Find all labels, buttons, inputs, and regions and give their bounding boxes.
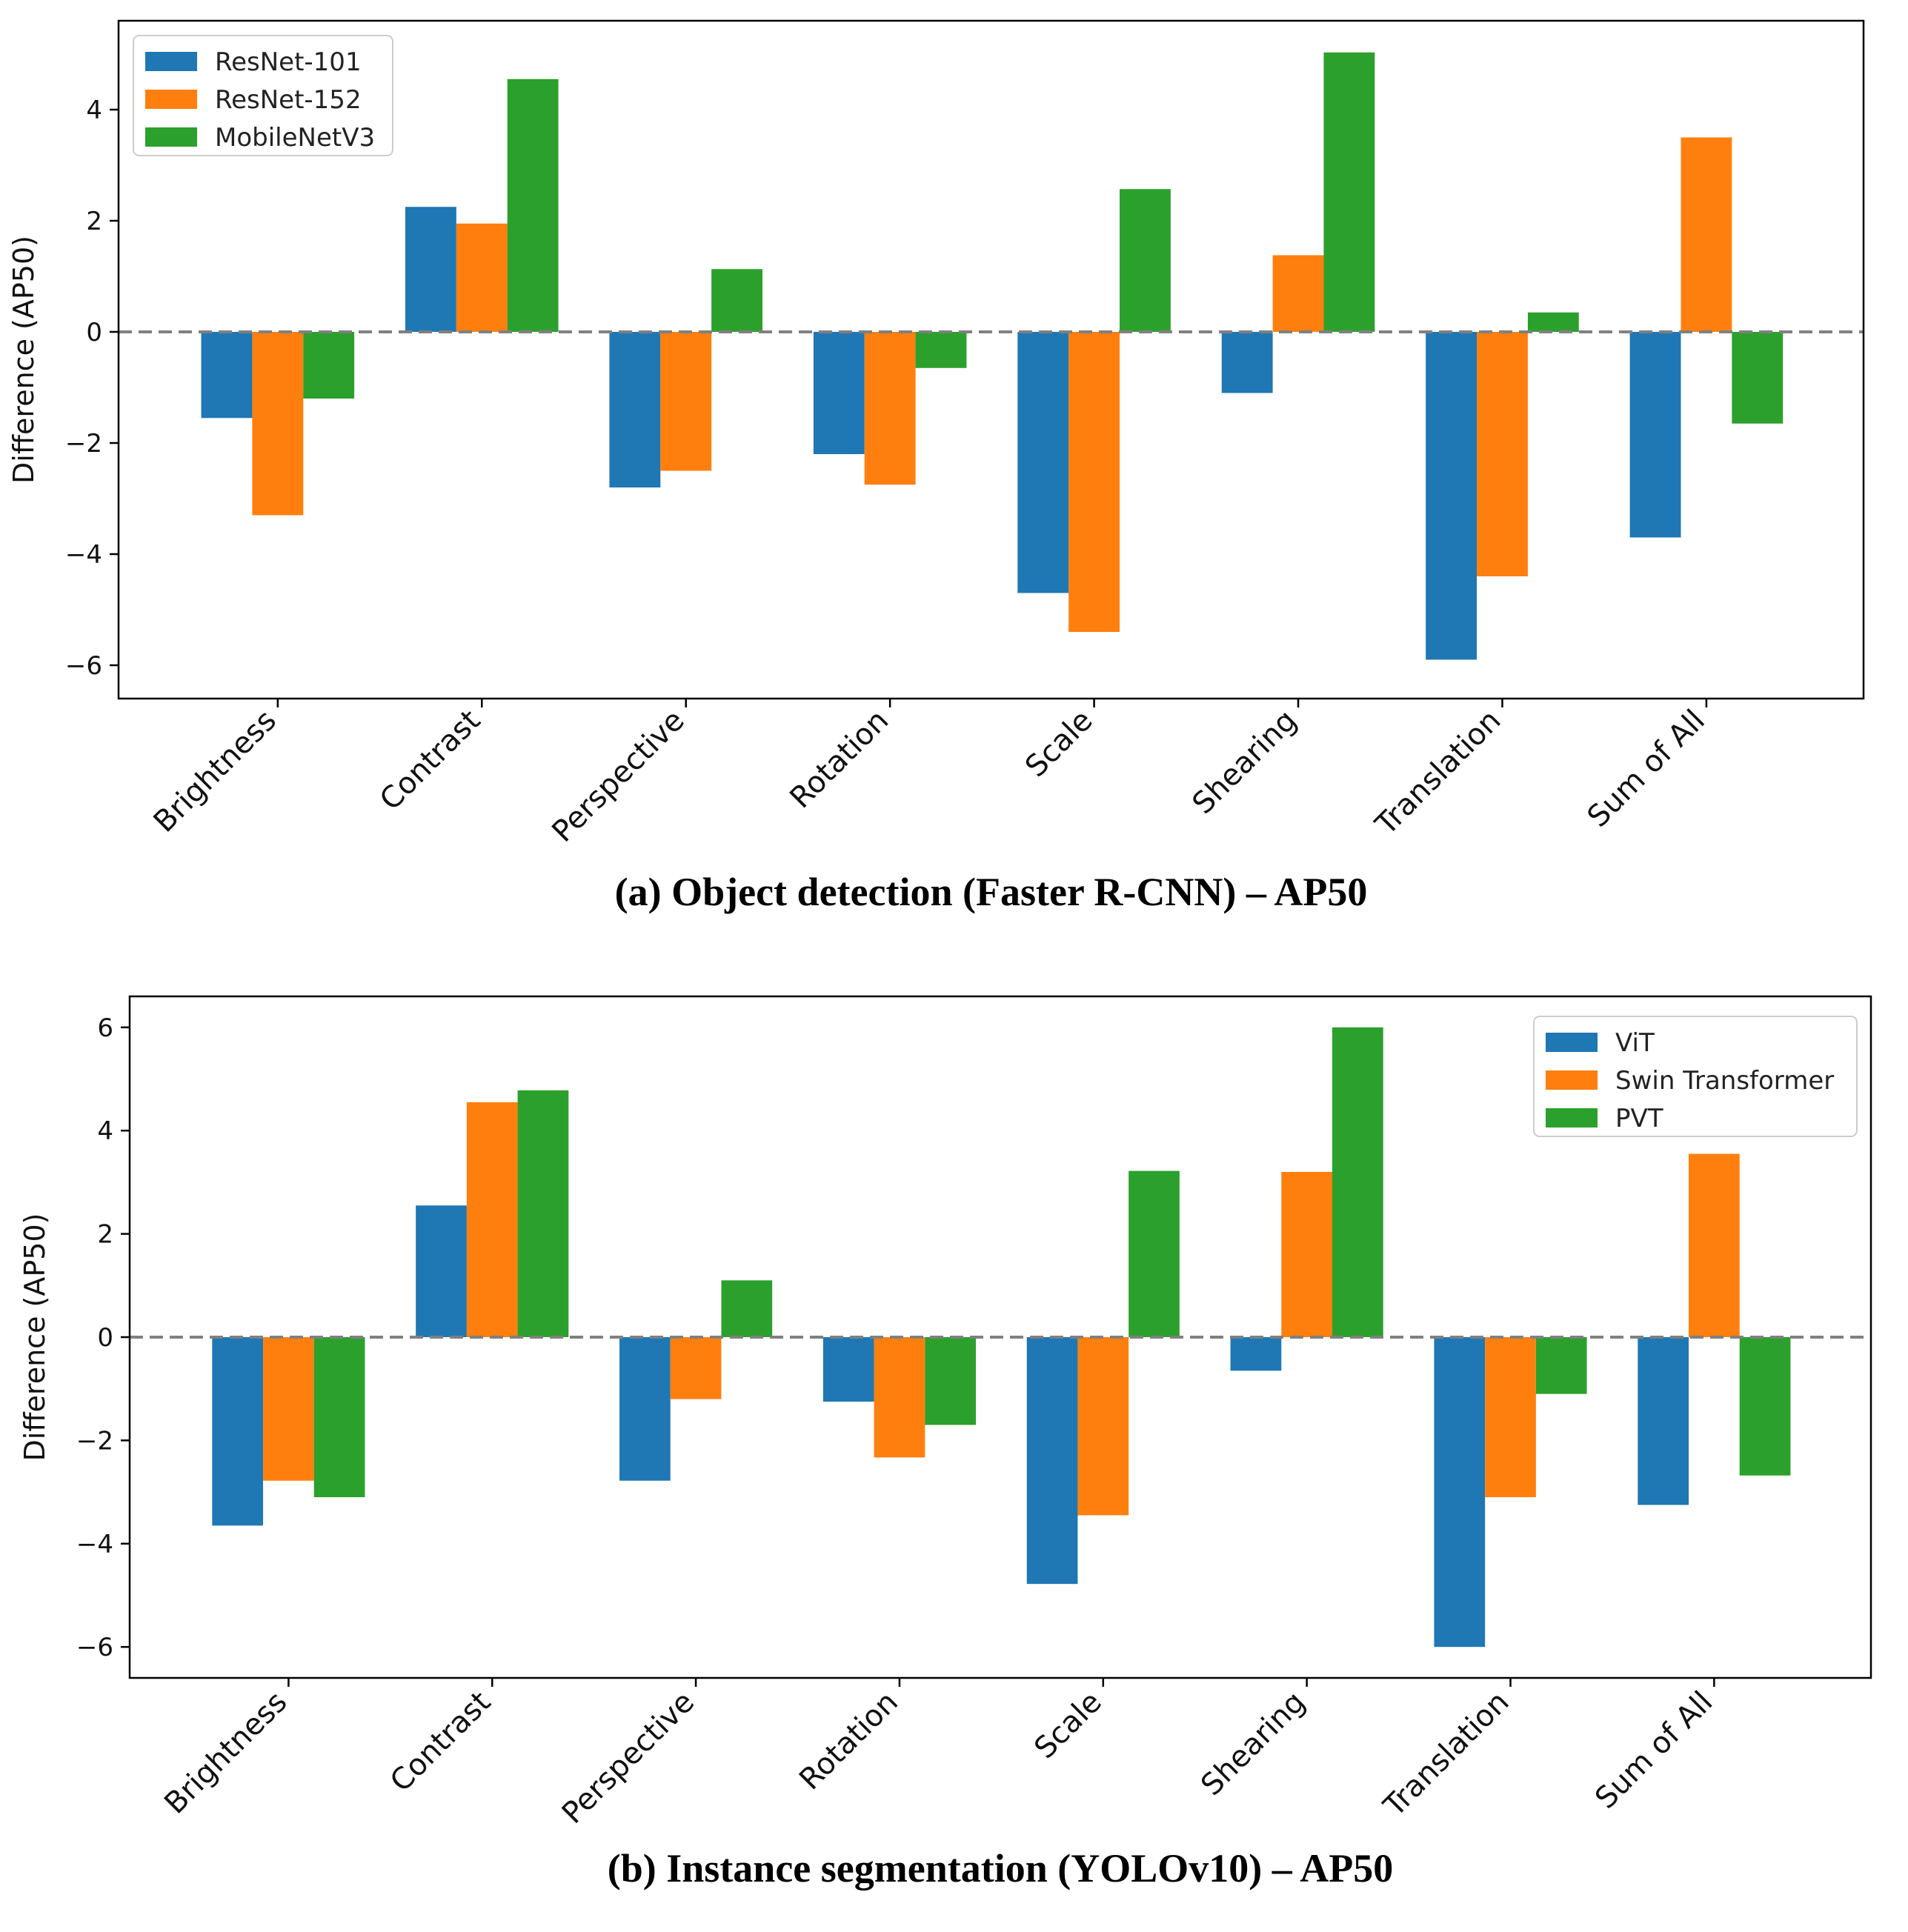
bar-mobilenetv3-translation <box>1527 312 1579 332</box>
x-tick-label: Translation <box>1369 704 1507 842</box>
x-tick-label: Scale <box>1019 704 1100 785</box>
panel-instance-segmentation: −6 −4 −2 0 2 4 6 Brightness Contrast Perspective R… <box>19 995 1872 1891</box>
bar-resnet-101-rotation <box>813 332 865 454</box>
legend-swatch <box>1546 1108 1598 1127</box>
legend-swatch <box>1546 1033 1598 1052</box>
bar-pvt-rotation <box>925 1337 977 1425</box>
bar-pvt-sum-of-all <box>1739 1337 1791 1476</box>
x-tick-label: Sum of All <box>1581 704 1712 834</box>
legend-label: MobileNetV3 <box>215 123 375 153</box>
bar-pvt-perspective <box>721 1280 773 1337</box>
x-tick-label: Rotation <box>783 704 895 816</box>
bar-swin-transformer-shearing <box>1281 1171 1333 1337</box>
bar-vit-rotation <box>822 1337 874 1402</box>
x-tick-label: Contrast <box>373 704 487 817</box>
bar-pvt-contrast <box>517 1090 569 1337</box>
bar-swin-transformer-scale <box>1077 1337 1129 1516</box>
legend-label: ViT <box>1615 1028 1655 1058</box>
y-tick-label: −2 <box>76 1426 113 1456</box>
bar-resnet-152-brightness <box>252 332 304 516</box>
x-tick-label: Rotation <box>793 1685 905 1797</box>
bar-resnet-152-contrast <box>456 223 508 332</box>
bar-resnet-101-contrast <box>405 207 456 332</box>
bar-mobilenetv3-rotation <box>915 332 967 368</box>
legend-swatch <box>145 127 197 147</box>
x-tick-label: Contrast <box>384 1685 497 1799</box>
bar-pvt-scale <box>1128 1170 1180 1337</box>
legend-swatch <box>1546 1070 1598 1090</box>
legend-label: ResNet-101 <box>215 47 362 77</box>
y-tick-label: 4 <box>97 1116 113 1146</box>
y-tick-label: 2 <box>97 1220 113 1250</box>
bar-resnet-152-perspective <box>660 332 712 471</box>
y-tick-label: 4 <box>86 96 102 125</box>
bar-vit-brightness <box>212 1337 264 1526</box>
bar-resnet-101-sum-of-all <box>1629 332 1681 538</box>
y-tick-label: 0 <box>86 318 102 347</box>
x-tick-label: Brightness <box>158 1685 293 1821</box>
y-tick-label: −6 <box>76 1633 113 1662</box>
legend-swatch <box>145 90 197 109</box>
legend-label: ResNet-152 <box>215 85 362 115</box>
x-tick-label: Perspective <box>545 704 691 849</box>
x-tick-label: Shearing <box>1186 704 1304 822</box>
panel-caption: (b) Instance segmentation (YOLOv10) – AP… <box>608 1846 1393 1891</box>
bar-resnet-152-sum-of-all <box>1681 137 1732 332</box>
bar-vit-sum-of-all <box>1638 1337 1689 1505</box>
y-tick-label: 0 <box>97 1323 113 1353</box>
bar-resnet-101-shearing <box>1221 332 1273 393</box>
bar-mobilenetv3-brightness <box>303 332 355 399</box>
bar-resnet-152-rotation <box>864 332 916 485</box>
x-tick-label: Translation <box>1377 1685 1515 1824</box>
bar-mobilenetv3-scale <box>1120 189 1171 332</box>
x-tick-label: Brightness <box>147 704 283 839</box>
y-tick-label: −6 <box>65 651 102 681</box>
legend-box <box>1533 1016 1858 1137</box>
panel-caption: (a) Object detection (Faster R-CNN) – AP… <box>615 870 1368 914</box>
bar-swin-transformer-perspective <box>670 1337 722 1399</box>
y-tick-label: −4 <box>65 540 102 570</box>
bar-vit-perspective <box>619 1337 671 1481</box>
y-tick-label: 2 <box>86 207 102 236</box>
bar-mobilenetv3-shearing <box>1323 52 1375 332</box>
y-axis-label: Difference (AP50) <box>7 236 40 484</box>
bar-pvt-translation <box>1535 1337 1587 1394</box>
bar-swin-transformer-brightness <box>263 1337 314 1481</box>
bar-pvt-shearing <box>1332 1027 1383 1337</box>
bar-resnet-152-translation <box>1477 332 1528 576</box>
legend-label: Swin Transformer <box>1615 1066 1834 1096</box>
bar-resnet-101-scale <box>1017 332 1069 593</box>
bar-swin-transformer-translation <box>1485 1337 1536 1498</box>
bar-resnet-101-perspective <box>609 332 661 487</box>
x-tick-label: Sum of All <box>1589 1685 1719 1816</box>
panel-object-detection: −6 −4 −2 0 2 4 Brightness Contrast Perspective Ro… <box>7 19 1865 914</box>
bar-swin-transformer-contrast <box>466 1102 518 1337</box>
bar-pvt-brightness <box>313 1337 365 1498</box>
x-tick-label: Perspective <box>556 1685 701 1831</box>
bar-mobilenetv3-perspective <box>711 269 763 332</box>
bar-mobilenetv3-contrast <box>507 79 559 332</box>
bar-mobilenetv3-sum-of-all <box>1732 332 1784 424</box>
bar-swin-transformer-sum-of-all <box>1689 1153 1740 1337</box>
bar-resnet-101-brightness <box>201 332 253 419</box>
y-tick-label: −2 <box>65 429 102 459</box>
legend-label: PVT <box>1615 1104 1663 1133</box>
y-tick-label: −4 <box>76 1530 113 1559</box>
bar-swin-transformer-rotation <box>874 1337 925 1458</box>
legend-swatch <box>145 52 197 71</box>
plot-frame <box>117 19 1865 700</box>
x-tick-label: Shearing <box>1194 1685 1312 1803</box>
bar-resnet-101-translation <box>1426 332 1477 660</box>
legend-box <box>133 35 393 156</box>
bar-vit-translation <box>1434 1337 1486 1648</box>
bar-vit-scale <box>1026 1337 1078 1585</box>
x-tick-label: Scale <box>1028 1685 1108 1766</box>
bar-resnet-152-shearing <box>1272 255 1324 332</box>
bar-vit-contrast <box>416 1205 467 1337</box>
bar-resnet-152-scale <box>1068 332 1120 632</box>
y-tick-label: 6 <box>97 1013 113 1043</box>
bar-vit-shearing <box>1230 1337 1282 1371</box>
y-axis-label: Difference (AP50) <box>19 1213 51 1462</box>
